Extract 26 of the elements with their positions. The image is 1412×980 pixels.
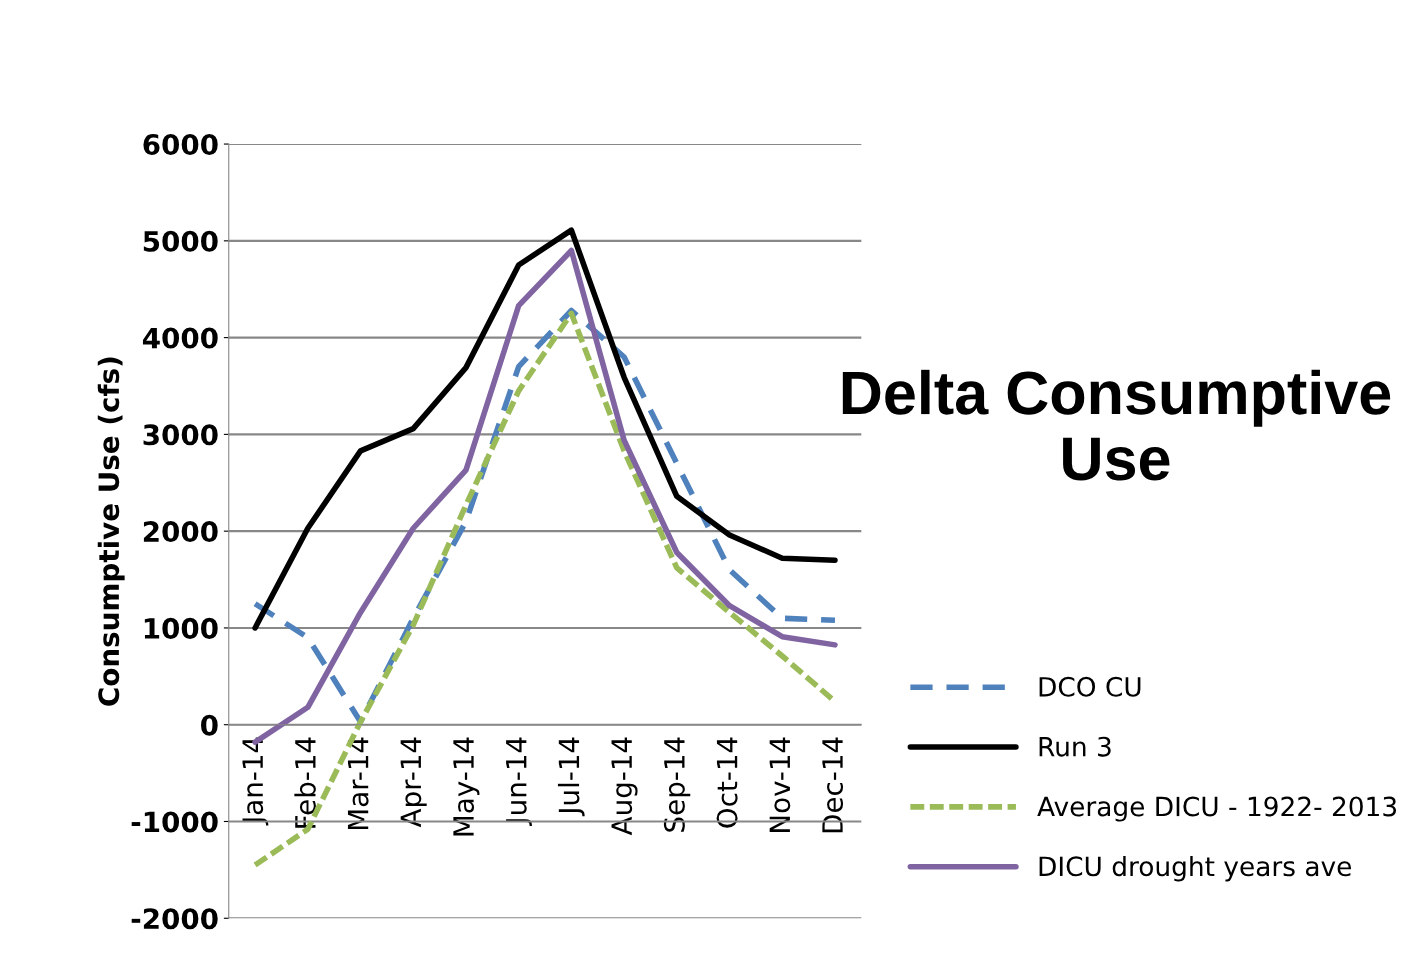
x-tick-label: Feb-14 (294, 737, 316, 828)
y-tick-label: -1000 (131, 811, 218, 833)
y-tick-label: 3000 (143, 424, 218, 446)
x-tick-label: Apr-14 (400, 737, 427, 828)
legend-label: Average DICU - 1922- 2013 (1037, 796, 1397, 822)
x-tick-label: Jun-14 (506, 737, 532, 827)
legend-label: DCO CU (1039, 676, 1141, 697)
y-tick-label: -2000 (131, 908, 218, 930)
x-tick-label: Mar-14 (347, 737, 369, 830)
y-tick-label: 6000 (143, 134, 218, 156)
y-tick-label: 0 (201, 714, 218, 736)
legend-label: Run 3 (1039, 736, 1111, 757)
x-tick-label: Nov-14 (769, 737, 791, 832)
y-tick-label: 1000 (144, 617, 218, 639)
x-tick-label: Sep-14 (663, 737, 691, 832)
y-axis-title: Consumptive Use (cfs) (97, 357, 125, 706)
y-tick-label: 4000 (142, 327, 218, 349)
y-tick-label: 5000 (143, 230, 218, 252)
x-tick-label: May-14 (453, 737, 480, 836)
x-tick-label: Oct-14 (716, 737, 738, 828)
text: Delta Consumptive Use (842, 369, 1391, 481)
legend-label: DICU drought years ave (1039, 855, 1351, 882)
x-tick-label: Dec-14 (822, 737, 844, 833)
x-tick-label: Jul-14 (557, 737, 585, 817)
y-tick-label: 2000 (143, 521, 218, 543)
x-tick-label: Aug-14 (611, 737, 638, 836)
